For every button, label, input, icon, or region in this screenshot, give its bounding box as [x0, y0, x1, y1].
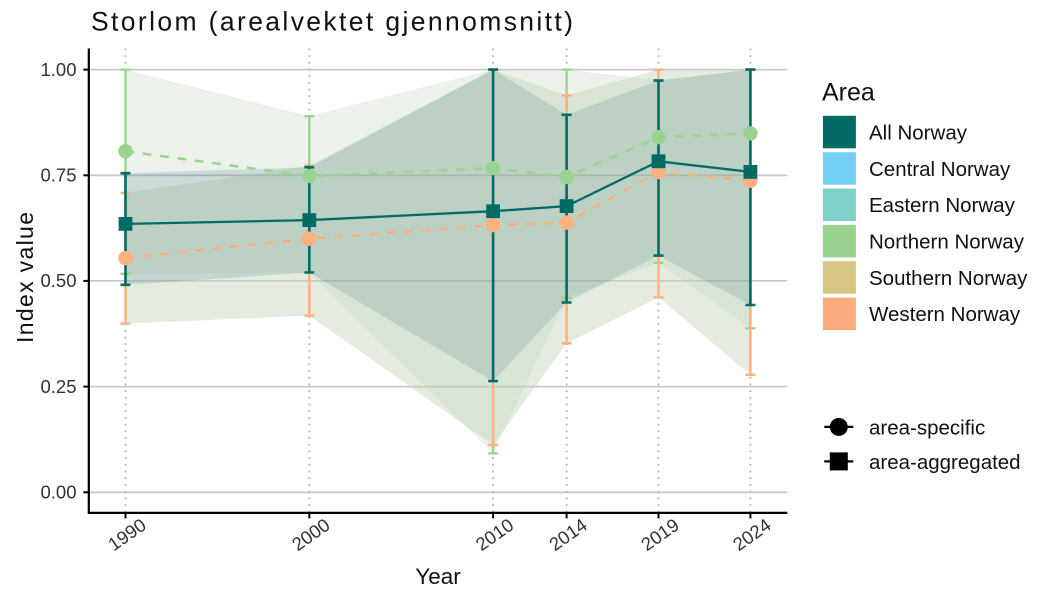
svg-text:Western Norway: Western Norway	[869, 303, 1021, 326]
svg-text:area-specific: area-specific	[869, 416, 985, 439]
svg-text:Northern Norway: Northern Norway	[869, 231, 1025, 254]
svg-text:2024: 2024	[729, 514, 775, 555]
svg-text:Southern Norway: Southern Norway	[869, 267, 1028, 290]
svg-text:Year: Year	[415, 564, 461, 589]
svg-text:2019: 2019	[637, 514, 683, 555]
svg-text:0.00: 0.00	[40, 482, 76, 503]
svg-text:All Norway: All Norway	[869, 121, 968, 144]
svg-text:Index value: Index value	[12, 212, 38, 343]
svg-text:Central Norway: Central Norway	[869, 158, 1011, 181]
svg-text:Area: Area	[822, 79, 875, 107]
svg-text:Storlom (arealvektet gjennomsn: Storlom (arealvektet gjennomsnitt)	[91, 7, 573, 37]
svg-text:Eastern Norway: Eastern Norway	[869, 194, 1016, 217]
svg-text:1.00: 1.00	[40, 59, 76, 80]
svg-text:area-aggregated: area-aggregated	[869, 451, 1021, 474]
svg-text:2010: 2010	[472, 514, 518, 555]
svg-text:2014: 2014	[545, 514, 591, 555]
svg-text:0.50: 0.50	[40, 270, 76, 291]
svg-text:0.25: 0.25	[40, 376, 76, 397]
svg-text:0.75: 0.75	[40, 165, 76, 186]
svg-text:1990: 1990	[104, 514, 150, 555]
svg-text:2000: 2000	[288, 514, 334, 555]
